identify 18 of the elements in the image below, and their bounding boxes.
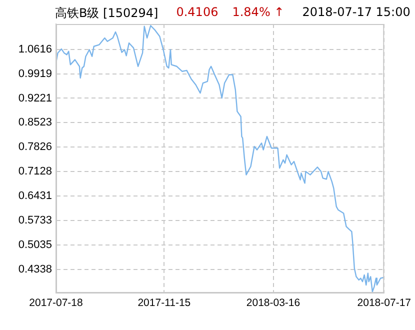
chart-title: 高铁B级 [150294] — [55, 5, 158, 22]
y-tick-label: 0.9919 — [18, 68, 52, 80]
x-tick-label: 2018-07-17 — [357, 297, 412, 310]
text: 1.84% ↑ — [232, 5, 284, 21]
y-tick-label: 0.4338 — [18, 263, 52, 276]
x-tick-label: 2017-07-18 — [29, 297, 84, 310]
y-tick-label: 0.7128 — [18, 166, 52, 178]
x-tick-label: 2017-11-15 — [138, 297, 191, 310]
x-tick-label: 2018-03-16 — [246, 297, 300, 310]
y-tick-label: 0.5733 — [18, 214, 52, 226]
text: 2018-07-17 15:00 — [302, 5, 410, 21]
y-tick-label: 0.7826 — [18, 141, 52, 154]
y-tick-label: 0.6431 — [18, 190, 52, 202]
y-tick-label: 0.8523 — [18, 116, 52, 129]
y-tick-label: 0.5035 — [18, 238, 52, 251]
text: 0.4106 — [176, 5, 218, 21]
y-tick-label: 0.9221 — [18, 92, 52, 104]
y-tick-label: 1.0616 — [18, 43, 52, 56]
